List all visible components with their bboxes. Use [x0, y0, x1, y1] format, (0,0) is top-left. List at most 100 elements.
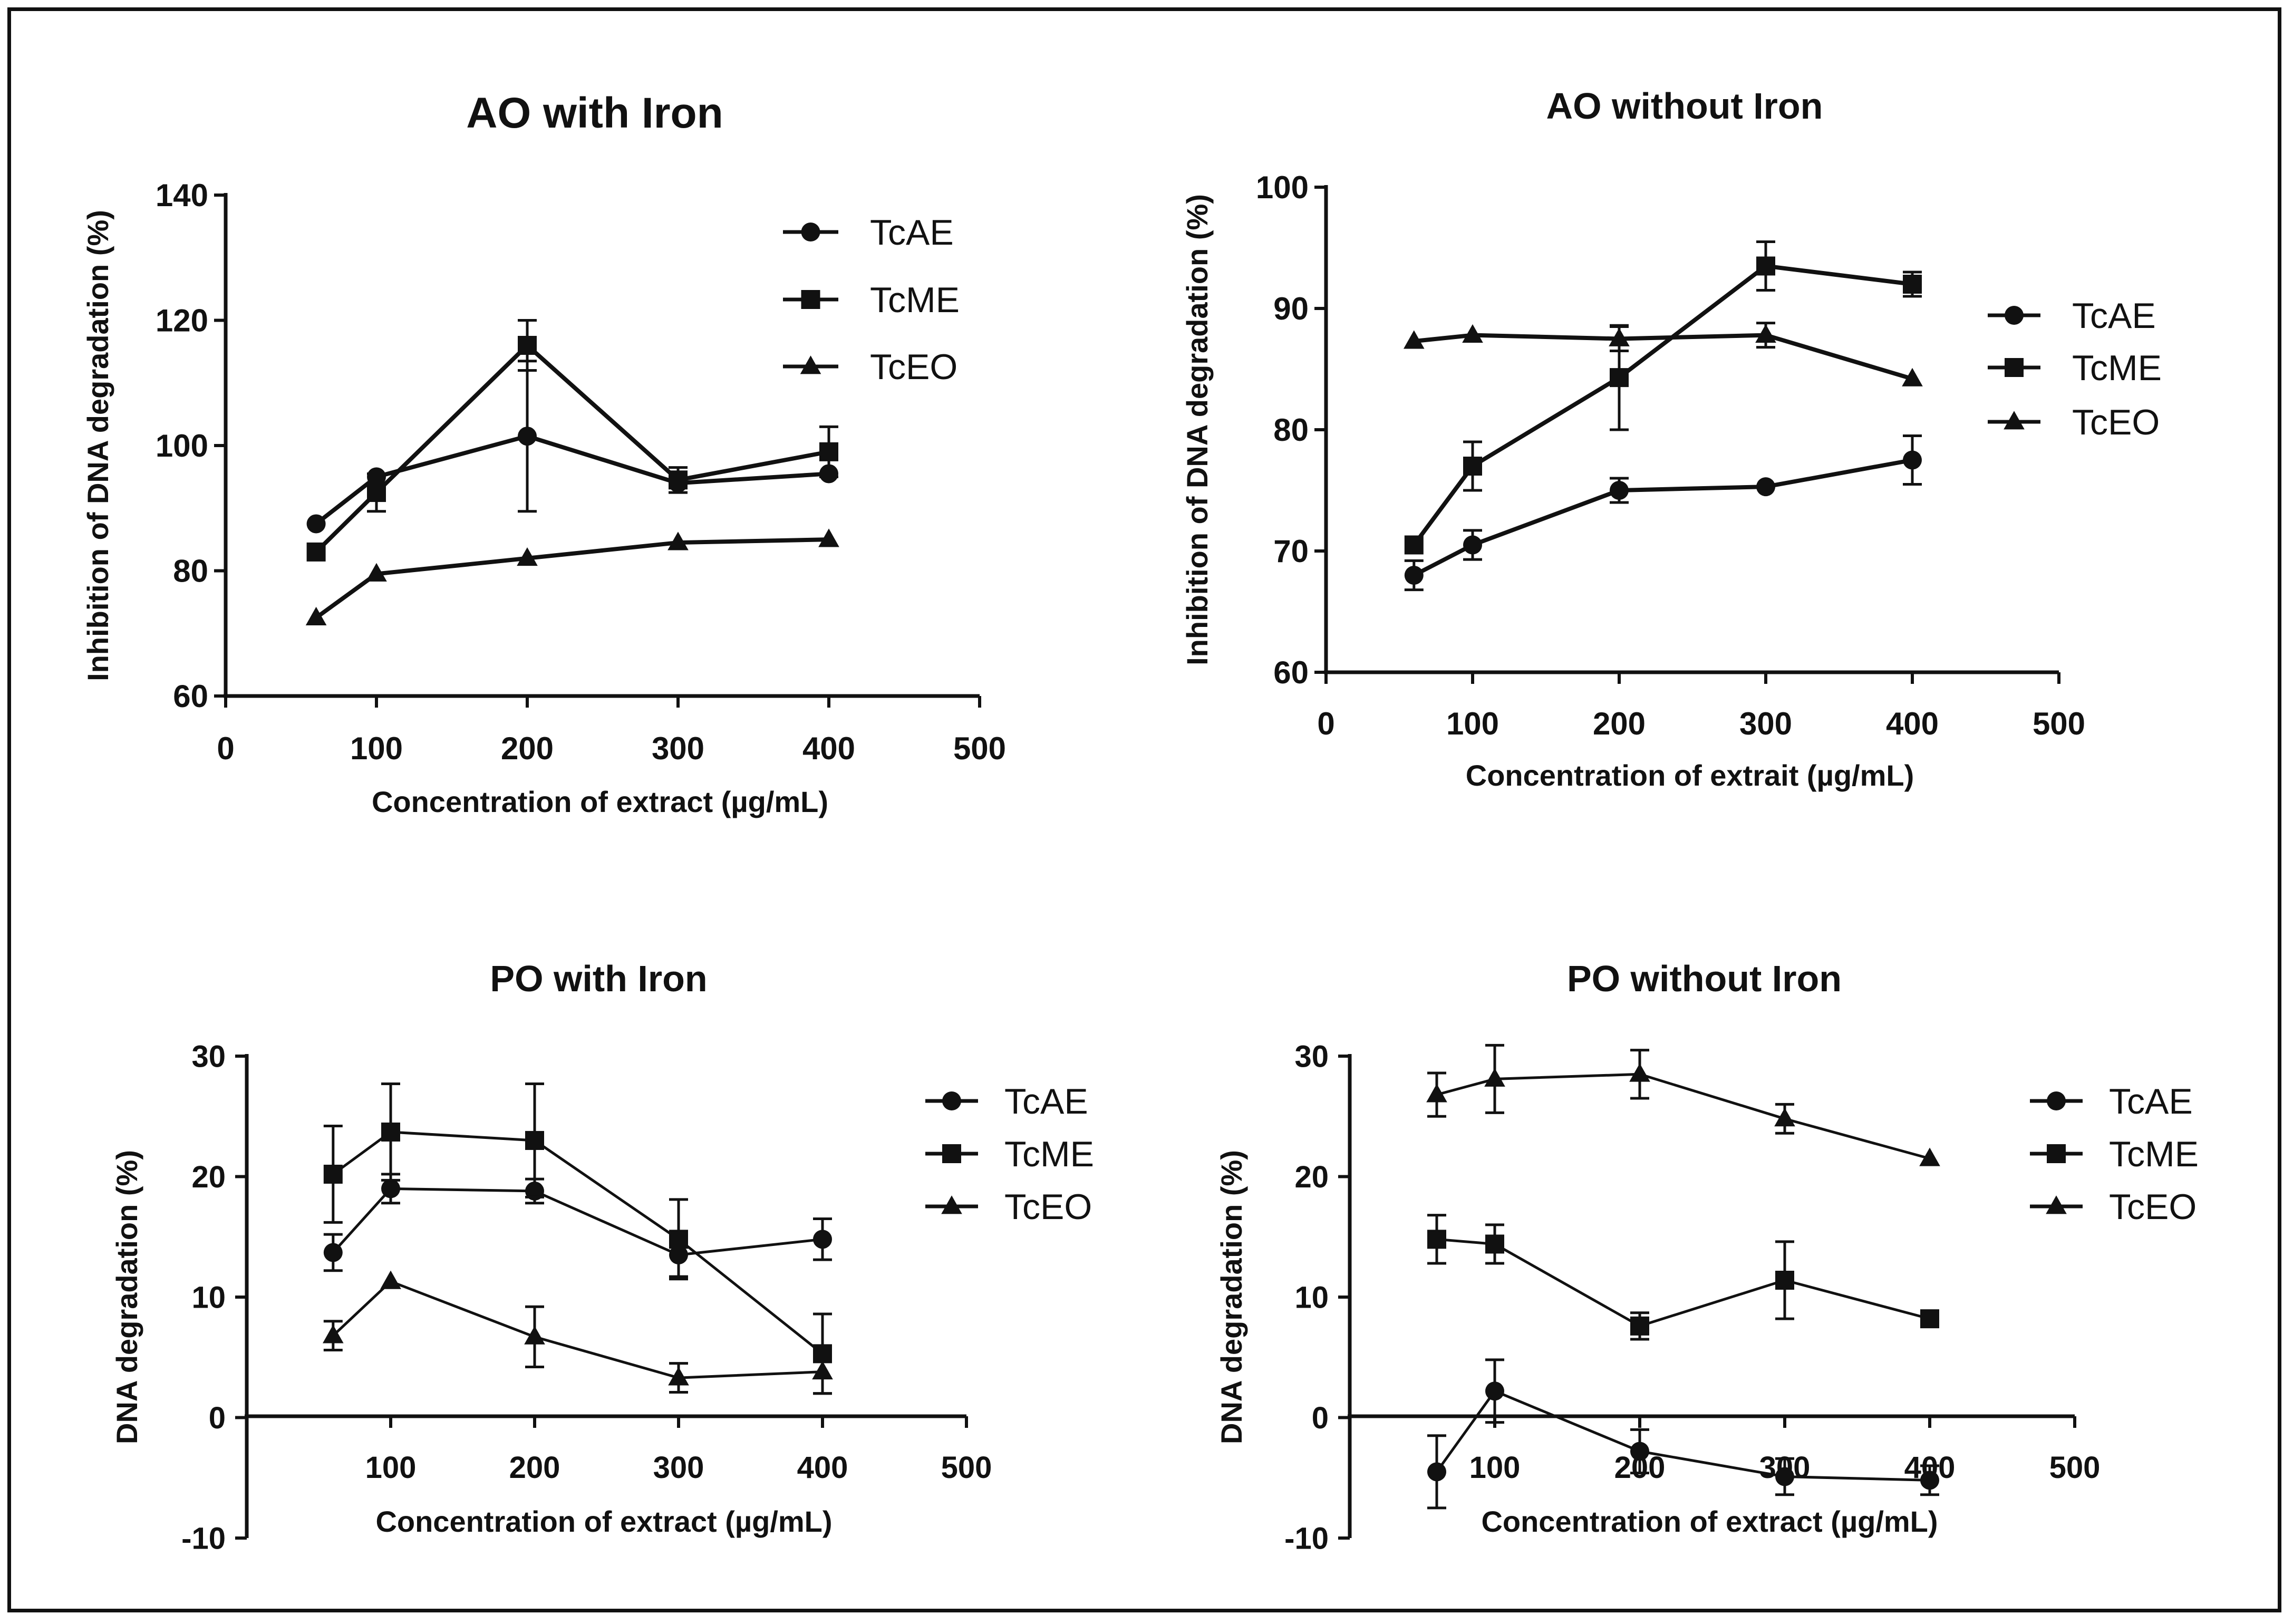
y-tick-label: 80 [1273, 412, 1309, 448]
data-point-TcME [381, 1122, 400, 1142]
legend-marker-TcEO [2046, 1195, 2067, 1214]
data-point-TcAE [323, 1243, 343, 1262]
x-tick-label: 0 [217, 731, 234, 766]
x-axis-label: Concentration of extract (µg/mL) [372, 785, 828, 818]
x-tick-label: 400 [797, 1451, 848, 1485]
y-tick-label: 100 [156, 428, 208, 463]
y-tick-label: 140 [156, 178, 208, 213]
data-point-TcEO [668, 1367, 689, 1386]
y-tick-label: 120 [156, 303, 208, 339]
y-tick-label: 80 [173, 554, 208, 589]
data-point-TcME [1775, 1271, 1794, 1290]
x-tick-label: 400 [802, 731, 855, 766]
legend-marker-TcME [801, 290, 820, 309]
legend-marker-TcAE [2047, 1091, 2066, 1110]
legend-marker-TcME [2005, 358, 2024, 377]
data-point-TcEO [1404, 330, 1425, 349]
y-tick-label: 10 [191, 1280, 226, 1314]
data-point-TcAE [306, 514, 326, 534]
data-point-TcME [1610, 368, 1629, 388]
legend-label-TcEO: TcEO [1004, 1187, 1092, 1227]
data-point-TcEO [1755, 324, 1776, 343]
data-point-TcEO [517, 547, 538, 566]
x-tick-label: 100 [1469, 1451, 1521, 1485]
data-point-TcME [1485, 1234, 1504, 1254]
data-point-TcME [1630, 1316, 1649, 1336]
data-point-TcME [669, 1230, 688, 1249]
chart-title: AO with Iron [466, 89, 723, 137]
x-tick-label: 200 [1593, 706, 1646, 741]
series-line-TcEO [1436, 1072, 1930, 1160]
x-tick-label: 300 [652, 731, 704, 766]
legend-marker-TcAE [942, 1091, 961, 1110]
data-point-TcME [1756, 256, 1775, 276]
data-point-TcAE [381, 1179, 400, 1198]
x-tick-label: 500 [2049, 1451, 2101, 1485]
data-point-TcAE [1427, 1462, 1446, 1482]
series-line-TcME [1436, 1238, 1930, 1328]
data-point-TcAE [518, 427, 537, 446]
data-point-TcME [669, 470, 688, 490]
data-point-TcEO [380, 1270, 401, 1289]
y-tick-label: 30 [1294, 1039, 1329, 1074]
x-tick-label: 400 [1886, 706, 1939, 741]
data-point-TcEO [1629, 1063, 1650, 1082]
data-point-TcEO [667, 531, 689, 550]
y-tick-label: 60 [173, 679, 208, 714]
data-point-TcEO [812, 1360, 833, 1380]
data-point-TcAE [813, 1230, 832, 1249]
data-point-TcEO [1609, 327, 1630, 346]
data-point-TcAE [1630, 1442, 1649, 1461]
legend-label-TcAE: TcAE [2109, 1081, 2193, 1122]
x-tick-label: 100 [1446, 706, 1499, 741]
data-point-TcAE [1775, 1467, 1794, 1486]
data-point-TcME [306, 542, 326, 562]
data-point-TcAE [1903, 450, 1922, 470]
y-tick-label: 20 [1294, 1160, 1329, 1194]
legend-label-TcEO: TcEO [870, 347, 957, 387]
data-point-TcAE [1485, 1381, 1504, 1401]
data-point-TcAE [1404, 566, 1424, 585]
data-point-TcME [819, 442, 838, 461]
legend-label-TcME: TcME [870, 280, 960, 320]
data-point-TcEO [323, 1325, 344, 1343]
legend-label-TcEO: TcEO [2109, 1187, 2197, 1227]
data-point-TcME [518, 336, 537, 355]
x-tick-label: 100 [350, 731, 403, 766]
legend-marker-TcEO [941, 1195, 962, 1214]
y-tick-label: 0 [209, 1401, 226, 1435]
y-tick-label: 70 [1273, 534, 1309, 569]
data-point-TcME [1920, 1309, 1939, 1329]
legend-label-TcME: TcME [2072, 348, 2162, 388]
y-tick-label: -10 [1284, 1521, 1329, 1555]
legend-label-TcAE: TcAE [2072, 296, 2156, 336]
data-point-TcEO [305, 606, 327, 625]
y-axis-label: DNA degradation (%) [110, 1150, 143, 1444]
data-point-TcME [1404, 535, 1424, 555]
y-axis-label: DNA degradation (%) [1215, 1150, 1248, 1444]
x-axis-label: Concentration of extrait (µg/mL) [1466, 759, 1914, 792]
data-point-TcAE [1920, 1471, 1939, 1490]
y-tick-label: 20 [191, 1160, 226, 1194]
chart-title: AO without Iron [1546, 85, 1823, 127]
y-tick-label: 100 [1256, 170, 1309, 205]
data-point-TcME [323, 1164, 343, 1184]
data-point-TcAE [1610, 481, 1629, 500]
data-point-TcEO [1774, 1108, 1795, 1127]
x-tick-label: 100 [365, 1451, 417, 1485]
x-tick-label: 500 [941, 1451, 992, 1485]
legend-label-TcME: TcME [1004, 1134, 1094, 1174]
legend-marker-TcME [2047, 1144, 2066, 1163]
chart-title: PO without Iron [1567, 958, 1842, 999]
chart-title: PO with Iron [490, 958, 707, 999]
x-tick-label: 500 [953, 731, 1006, 766]
legend-label-TcME: TcME [2109, 1134, 2199, 1174]
data-point-TcEO [1919, 1147, 1940, 1166]
legend-marker-TcEO [2004, 411, 2025, 430]
data-point-TcME [525, 1130, 544, 1150]
data-point-TcEO [1484, 1068, 1505, 1087]
y-axis-label: Inhibition of DNA degradation (%) [1181, 194, 1214, 665]
data-point-TcME [1903, 275, 1922, 294]
